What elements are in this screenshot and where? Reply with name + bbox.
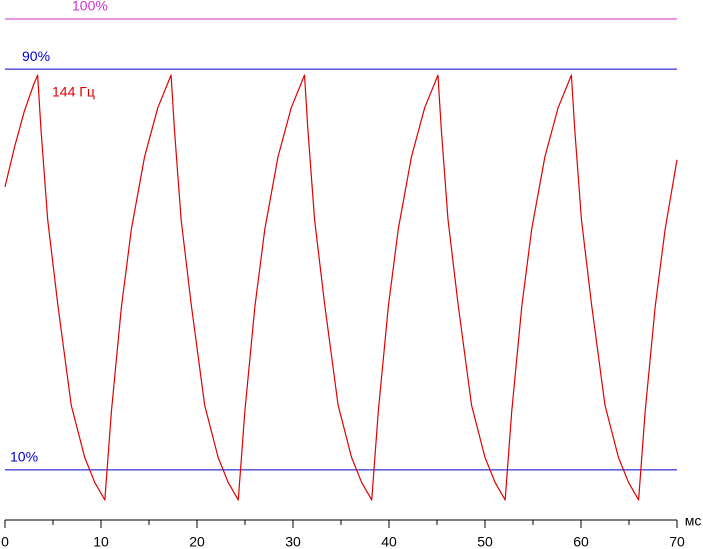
x-tick-label: 30 [285,534,301,549]
series-label: 144 Гц [52,84,95,100]
x-tick-label: 60 [573,534,589,549]
x-tick-label: 0 [1,534,9,549]
x-tick-label: 50 [477,534,493,549]
x-tick-label: 10 [93,534,109,549]
x-tick-label: 40 [381,534,397,549]
x-tick-label: 20 [189,534,205,549]
x-tick-label: 70 [669,534,685,549]
reference-label: 90% [22,48,50,64]
reference-label: 100% [72,0,108,14]
reference-label: 10% [10,449,38,465]
x-axis-label: мс [685,513,702,529]
series-line [4,74,678,501]
